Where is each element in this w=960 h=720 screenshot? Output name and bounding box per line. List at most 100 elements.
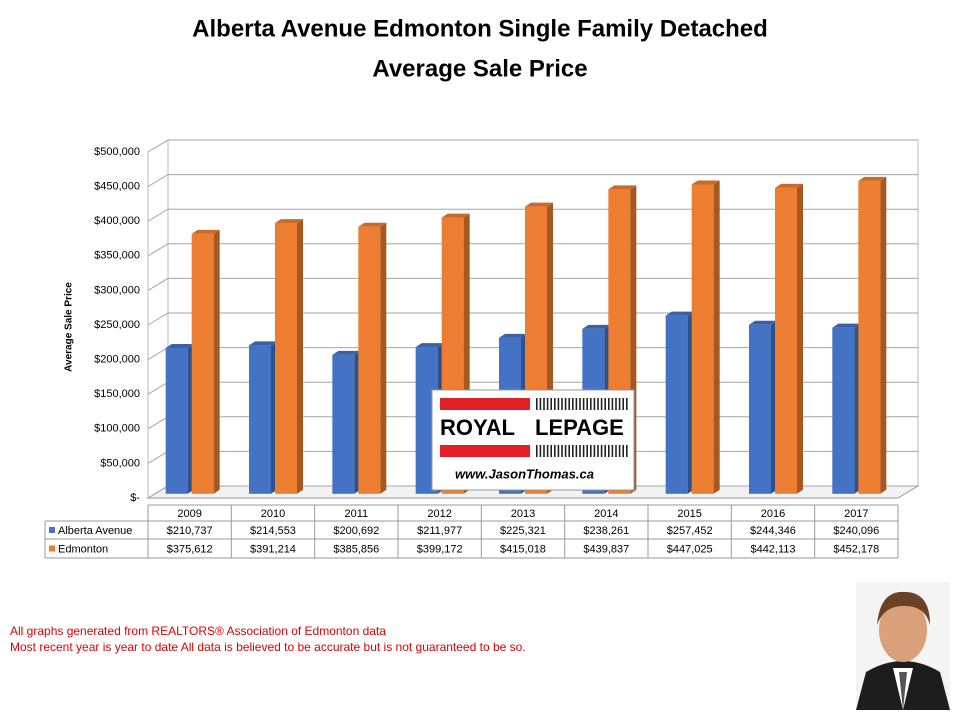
logo-stripe: [579, 398, 581, 410]
logo-stripe: [550, 398, 552, 410]
logo-stripe: [586, 445, 588, 457]
logo-stripe: [564, 398, 567, 410]
bar-front: [665, 315, 688, 494]
logo-stripe: [608, 445, 610, 457]
bar-front: [691, 184, 714, 494]
logo-stripe: [582, 445, 585, 457]
bar: [858, 176, 887, 494]
logo-stripe: [568, 398, 570, 410]
y-tick-label: $200,000: [94, 354, 140, 366]
y-axis-label: Average Sale Price: [64, 282, 75, 372]
logo-stripe: [615, 445, 617, 457]
y-tick-label: $500,000: [94, 146, 140, 158]
photo-tie: [899, 672, 907, 710]
logo-stripe: [622, 445, 624, 457]
bar-top: [441, 213, 470, 218]
logo-stripe: [564, 445, 567, 457]
bar-top: [691, 180, 720, 185]
bar-side: [380, 222, 387, 494]
bar: [749, 320, 777, 494]
logo-url: www.JasonThomas.ca: [455, 466, 594, 481]
x-tick-label: 2015: [677, 508, 701, 520]
logo-bar: [440, 445, 530, 457]
bar: [832, 323, 861, 494]
bar-front: [832, 327, 855, 494]
x-tick-label: 2017: [844, 508, 868, 520]
y-tick-label: $100,000: [94, 423, 140, 435]
plot-area: $- $50,000 $100,000 $150,000 $200,000 $250,00…: [94, 139, 920, 504]
bar-top: [525, 202, 553, 207]
data-table: 2009 2010 2011 2012 2013 2014 2015 2016 2017 Albe…: [44, 504, 899, 559]
y-tick-label: $300,000: [94, 284, 140, 296]
logo-brand: LEPAGE: [535, 415, 624, 440]
logo-stripe: [546, 398, 549, 410]
x-tick-label: 2010: [261, 508, 285, 520]
data-label: $244,346: [750, 525, 796, 537]
bar-top: [832, 323, 861, 328]
logo-stripe: [536, 445, 538, 457]
bar: [191, 229, 220, 494]
logo-stripe: [572, 398, 574, 410]
logo-stripe: [593, 445, 596, 457]
y-tick-label: $50,000: [100, 457, 140, 469]
chart-title: Alberta Avenue Edmonton Single Family De…: [192, 15, 768, 42]
x-tick-label: 2013: [511, 508, 535, 520]
logo-stripe: [626, 445, 628, 457]
bar-front: [332, 354, 355, 494]
bar: [275, 219, 303, 494]
logo-stripe: [597, 398, 599, 410]
logo-stripes: [536, 398, 628, 457]
logo-stripe: [600, 398, 603, 410]
bar-side: [713, 180, 720, 494]
bar-top: [358, 222, 387, 227]
logo-stripe: [543, 445, 545, 457]
logo-stripe: [608, 398, 610, 410]
y-tick-label: $350,000: [94, 250, 140, 262]
logo-stripe: [618, 398, 621, 410]
legend-swatch: [49, 545, 55, 552]
logo-bar: [440, 398, 530, 410]
data-label: $225,321: [500, 525, 546, 537]
y-tick-label: $250,000: [94, 319, 140, 331]
logo-stripe: [611, 398, 614, 410]
logo-stripe: [579, 445, 581, 457]
data-label: $210,737: [167, 525, 213, 537]
bar-top: [275, 219, 303, 224]
logo-stripe: [539, 398, 542, 410]
bar-top: [582, 324, 611, 329]
bar-front: [775, 187, 797, 494]
data-label: $385,856: [333, 543, 379, 555]
logo-stripe: [550, 445, 552, 457]
logo-brand: ROYAL: [440, 415, 515, 440]
logo-stripe: [561, 445, 563, 457]
footer-note: Most recent year is year to date All dat…: [10, 640, 526, 654]
legend-swatch: [49, 527, 55, 533]
logo-stripe: [543, 398, 545, 410]
logo-stripe: [597, 445, 599, 457]
data-label: $447,025: [667, 543, 713, 555]
y-tick-label: $400,000: [94, 215, 140, 227]
logo-stripe: [582, 398, 585, 410]
data-label: $238,261: [583, 525, 629, 537]
grid-line: [147, 208, 918, 222]
bar-top: [249, 341, 277, 346]
bar: [775, 183, 803, 494]
agent-photo: [856, 582, 950, 710]
logo-stripe: [539, 445, 542, 457]
bar-front: [249, 345, 271, 494]
bar-top: [165, 343, 194, 348]
bar-front: [858, 180, 881, 494]
logo-stripe: [546, 445, 549, 457]
data-label: $257,452: [667, 525, 713, 537]
y-tick-label: $450,000: [94, 181, 140, 193]
logo-stripe: [561, 398, 563, 410]
logo: ROYAL LEPAGE www.JasonThomas.ca: [431, 389, 635, 491]
logo-stripe: [590, 398, 592, 410]
bar-front: [191, 233, 214, 494]
bar-top: [415, 343, 444, 348]
logo-stripe: [568, 445, 570, 457]
bar-front: [358, 226, 381, 494]
bar-side: [213, 229, 220, 494]
logo-stripe: [604, 398, 606, 410]
logo-stripe: [600, 445, 603, 457]
